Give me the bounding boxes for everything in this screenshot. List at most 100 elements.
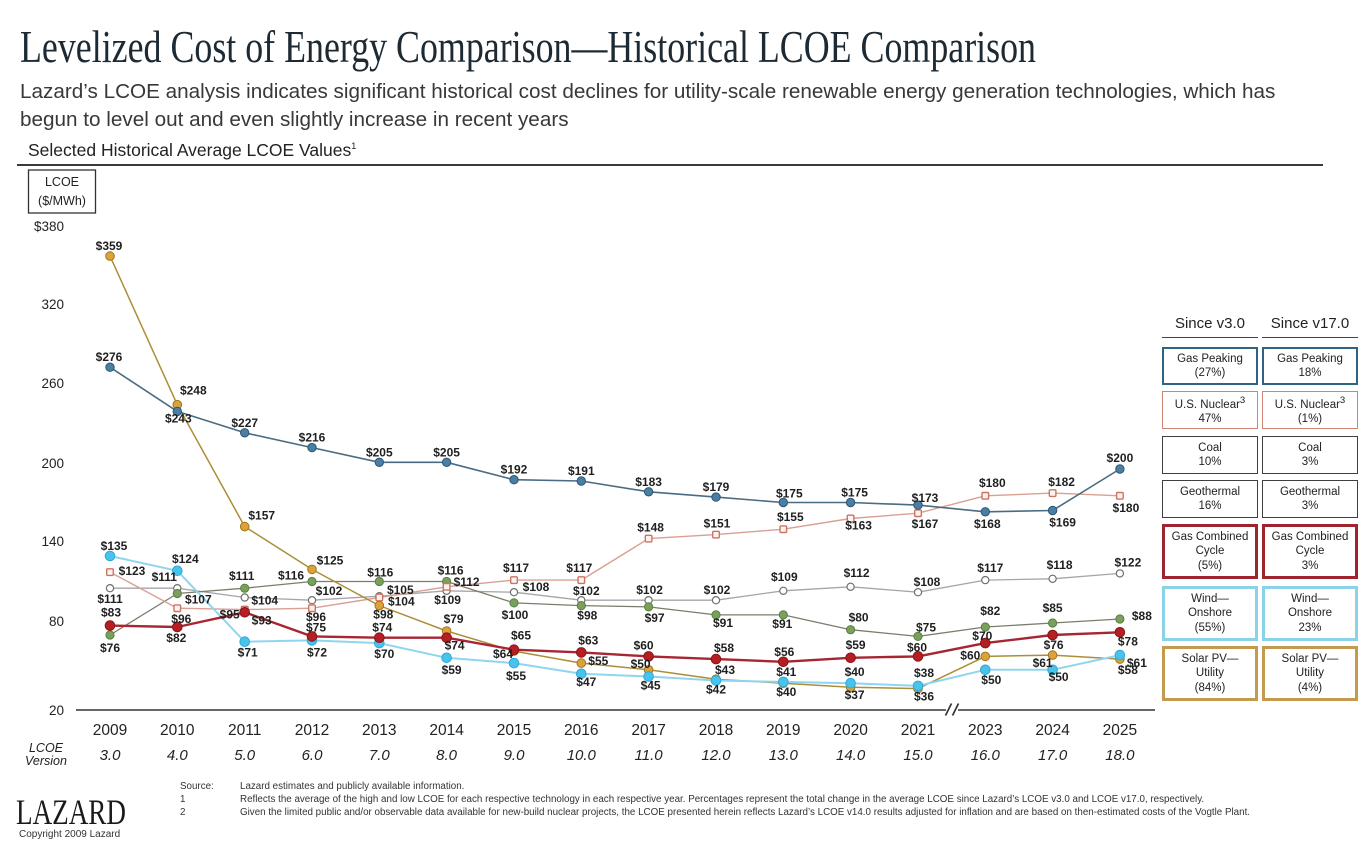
svg-text:$135: $135 — [101, 539, 128, 553]
svg-text:$102: $102 — [573, 584, 600, 598]
svg-text:$155: $155 — [777, 510, 804, 524]
svg-text:$112: $112 — [844, 566, 870, 580]
svg-text:$116: $116 — [278, 569, 304, 583]
svg-text:$75: $75 — [306, 620, 326, 634]
svg-text:LCOE: LCOE — [45, 175, 79, 189]
svg-text:$60: $60 — [634, 638, 654, 652]
svg-text:$91: $91 — [713, 616, 733, 630]
svg-text:$36: $36 — [914, 690, 934, 704]
svg-text:LAZARD: LAZARD — [16, 792, 126, 832]
svg-text:$98: $98 — [577, 609, 597, 623]
svg-text:$216: $216 — [299, 431, 326, 445]
svg-text:$109: $109 — [771, 570, 798, 584]
svg-text:$116: $116 — [438, 564, 464, 578]
svg-text:20: 20 — [49, 703, 64, 718]
svg-text:5.0: 5.0 — [234, 747, 256, 764]
svg-text:$43: $43 — [715, 663, 735, 677]
svg-text:$82: $82 — [166, 631, 186, 645]
svg-text:2023: 2023 — [968, 722, 1002, 739]
svg-text:8.0: 8.0 — [436, 747, 458, 764]
svg-text:2018: 2018 — [699, 722, 733, 739]
svg-text:$108: $108 — [523, 580, 550, 594]
svg-text:$65: $65 — [511, 629, 531, 643]
svg-text:$359: $359 — [96, 239, 123, 253]
svg-text:$88: $88 — [1132, 609, 1152, 623]
svg-text:$175: $175 — [841, 486, 868, 500]
svg-text:$59: $59 — [442, 663, 462, 677]
svg-text:2013: 2013 — [362, 722, 396, 739]
svg-text:Levelized Cost of Energy Compa: Levelized Cost of Energy Comparison—Hist… — [20, 21, 1036, 72]
svg-text:$93: $93 — [252, 613, 272, 627]
svg-text:$82: $82 — [980, 604, 1000, 618]
svg-text:$80: $80 — [849, 611, 869, 625]
svg-text:$60: $60 — [960, 648, 980, 662]
svg-text:$47: $47 — [576, 675, 596, 689]
svg-text:$183: $183 — [635, 475, 662, 489]
svg-text:$61: $61 — [1033, 656, 1053, 670]
svg-text:($/MWh): ($/MWh) — [38, 194, 86, 208]
svg-text:$58: $58 — [714, 641, 734, 655]
svg-text:$78: $78 — [1118, 634, 1138, 648]
svg-text:$83: $83 — [101, 606, 121, 620]
svg-text:$61: $61 — [1127, 656, 1147, 670]
svg-text:$105: $105 — [387, 583, 414, 597]
svg-text:$76: $76 — [100, 641, 120, 655]
svg-text:$70: $70 — [972, 629, 992, 643]
svg-text:$42: $42 — [706, 683, 726, 697]
svg-text:$276: $276 — [96, 350, 123, 364]
svg-text:200: 200 — [41, 456, 64, 471]
svg-text:$180: $180 — [979, 476, 1006, 490]
svg-text:$248: $248 — [180, 384, 207, 398]
svg-text:$180: $180 — [1113, 501, 1140, 515]
svg-text:$175: $175 — [776, 487, 803, 501]
svg-text:17.0: 17.0 — [1038, 747, 1068, 764]
svg-text:260: 260 — [41, 376, 64, 391]
svg-text:4.0: 4.0 — [167, 747, 189, 764]
svg-text:$122: $122 — [1115, 555, 1142, 569]
svg-text:2014: 2014 — [429, 722, 464, 739]
svg-text:$72: $72 — [307, 645, 327, 659]
svg-text:$60: $60 — [907, 640, 927, 654]
svg-text:2016: 2016 — [564, 722, 598, 739]
svg-text:$107: $107 — [185, 593, 212, 607]
svg-text:12.0: 12.0 — [701, 747, 731, 764]
svg-text:$117: $117 — [977, 561, 1003, 575]
svg-text:320: 320 — [41, 297, 64, 312]
svg-text:$118: $118 — [1047, 558, 1073, 572]
svg-text:2015: 2015 — [497, 722, 531, 739]
svg-text:$102: $102 — [704, 583, 731, 597]
svg-text:$167: $167 — [912, 517, 939, 531]
svg-text:2011: 2011 — [228, 722, 261, 739]
svg-text:15.0: 15.0 — [903, 747, 933, 764]
svg-text:$157: $157 — [248, 509, 275, 523]
svg-text:140: 140 — [41, 534, 64, 549]
svg-text:6.0: 6.0 — [302, 747, 324, 764]
svg-text:$37: $37 — [845, 688, 865, 702]
svg-text:$111: $111 — [229, 569, 255, 583]
svg-text:$96: $96 — [306, 610, 326, 624]
svg-text:$163: $163 — [845, 519, 872, 533]
svg-text:$124: $124 — [172, 552, 199, 566]
svg-text:$40: $40 — [845, 665, 865, 679]
svg-text:$111: $111 — [97, 592, 123, 606]
svg-text:$104: $104 — [388, 595, 415, 609]
svg-text:$71: $71 — [238, 646, 258, 660]
svg-text:$63: $63 — [578, 633, 598, 647]
svg-text:$380: $380 — [34, 219, 64, 234]
svg-text:$50: $50 — [981, 673, 1001, 687]
svg-text:2017: 2017 — [631, 722, 665, 739]
svg-text:$59: $59 — [846, 638, 866, 652]
svg-text:$38: $38 — [914, 666, 934, 680]
svg-text:13.0: 13.0 — [769, 747, 799, 764]
svg-text:$123: $123 — [119, 564, 146, 578]
svg-text:11.0: 11.0 — [635, 747, 664, 764]
svg-text:7.0: 7.0 — [369, 747, 391, 764]
svg-text:$179: $179 — [703, 480, 730, 494]
svg-text:2025: 2025 — [1103, 722, 1137, 739]
svg-text:$70: $70 — [374, 647, 394, 661]
svg-text:$243: $243 — [165, 411, 192, 425]
svg-text:14.0: 14.0 — [836, 747, 866, 764]
svg-text:16.0: 16.0 — [971, 747, 1001, 764]
svg-text:$116: $116 — [367, 566, 393, 580]
svg-text:$74: $74 — [445, 639, 465, 653]
